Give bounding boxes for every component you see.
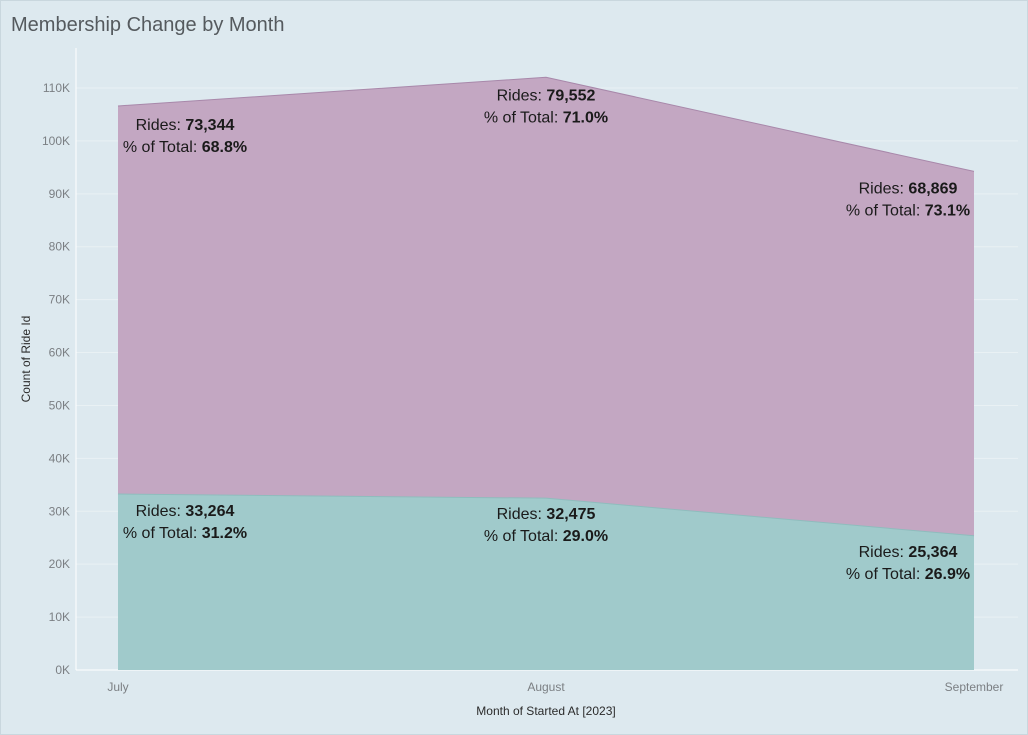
y-tick-label: 110K (43, 81, 70, 95)
x-tick-label: September (945, 680, 1004, 694)
lower-july-pct-label: % of Total: 31.2% (123, 525, 247, 542)
y-tick-label: 30K (49, 504, 70, 518)
upper-september-value-label: Rides: 68,869 (859, 180, 958, 197)
y-tick-label: 60K (49, 346, 70, 360)
y-tick-label: 100K (42, 134, 70, 148)
y-axis-title: Count of Ride Id (19, 316, 33, 403)
lower-july-value-label: Rides: 33,264 (136, 503, 235, 520)
y-tick-label: 50K (49, 398, 70, 412)
upper-july-value-label: Rides: 73,344 (136, 117, 235, 134)
y-tick-label: 40K (49, 451, 70, 465)
x-tick-label: July (107, 680, 128, 694)
area-series-lower (118, 494, 974, 670)
upper-july-pct-label: % of Total: 68.8% (123, 139, 247, 156)
y-tick-label: 80K (49, 240, 70, 254)
y-tick-label: 90K (49, 187, 70, 201)
y-tick-label: 70K (49, 293, 70, 307)
y-tick-label: 0K (55, 663, 70, 677)
chart-title: Membership Change by Month (11, 14, 285, 36)
lower-august-pct-label: % of Total: 29.0% (484, 528, 608, 545)
lower-august-value-label: Rides: 32,475 (497, 506, 596, 523)
x-axis-title: Month of Started At [2023] (476, 704, 615, 718)
y-tick-label: 10K (49, 610, 70, 624)
upper-august-value-label: Rides: 79,552 (497, 87, 596, 104)
area-lower-edge (117, 493, 975, 537)
x-tick-label: August (527, 680, 565, 694)
upper-september-pct-label: % of Total: 73.1% (846, 202, 970, 219)
area-series-upper (118, 77, 974, 536)
lower-september-pct-label: % of Total: 26.9% (846, 566, 970, 583)
upper-august-pct-label: % of Total: 71.0% (484, 109, 608, 126)
lower-september-value-label: Rides: 25,364 (859, 544, 958, 561)
y-tick-label: 20K (49, 557, 70, 571)
area-upper-edge (117, 76, 975, 172)
